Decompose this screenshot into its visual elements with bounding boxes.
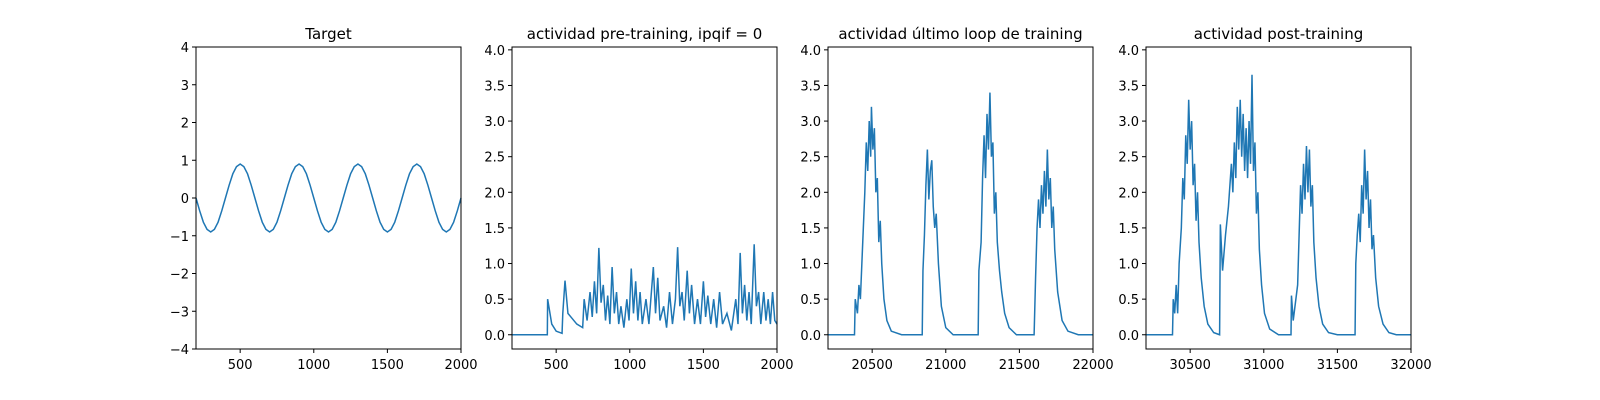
y-tick-label: 2.0 bbox=[800, 186, 821, 201]
y-tick-label: −3 bbox=[170, 305, 189, 320]
y-tick-label: 4.0 bbox=[800, 44, 821, 59]
y-tick-label: −2 bbox=[170, 268, 189, 283]
y-tick-label: 3.0 bbox=[484, 115, 505, 130]
y-tick-label: 4.0 bbox=[484, 44, 505, 59]
y-tick-label: 2.5 bbox=[1118, 151, 1139, 166]
axes-frame bbox=[511, 46, 778, 350]
y-tick-label: 1.0 bbox=[1118, 258, 1139, 273]
y-tick-label: 2.0 bbox=[484, 186, 505, 201]
y-tick-label: 1.5 bbox=[800, 222, 821, 237]
x-tick-label: 21000 bbox=[925, 358, 966, 373]
y-tick-label: 0.0 bbox=[484, 329, 505, 344]
y-tick-label: 2 bbox=[181, 117, 189, 132]
y-tick-label: 4 bbox=[181, 41, 189, 56]
x-tick-label: 2000 bbox=[444, 358, 477, 373]
y-tick-label: −1 bbox=[170, 230, 189, 245]
y-tick-label: 0.0 bbox=[1118, 329, 1139, 344]
y-tick-label: 1.5 bbox=[484, 222, 505, 237]
y-tick-label: 2.5 bbox=[484, 151, 505, 166]
chart-title: actividad pre-training, ipqif = 0 bbox=[527, 25, 763, 43]
x-tick-label: 1500 bbox=[687, 358, 720, 373]
x-tick-label: 20500 bbox=[851, 358, 892, 373]
y-tick-label: 1.0 bbox=[800, 258, 821, 273]
line bbox=[1146, 74, 1411, 336]
x-tick-label: 500 bbox=[544, 358, 569, 373]
chart-title: actividad último loop de training bbox=[838, 25, 1082, 43]
axes-frame bbox=[1145, 46, 1412, 350]
y-tick-label: 0.0 bbox=[800, 329, 821, 344]
line bbox=[828, 92, 1093, 336]
y-tick-label: 3.5 bbox=[484, 79, 505, 94]
y-tick-label: 3.5 bbox=[1118, 79, 1139, 94]
y-tick-label: 2.0 bbox=[1118, 186, 1139, 201]
axes-frame bbox=[195, 46, 462, 350]
line bbox=[195, 163, 462, 233]
x-tick-label: 1000 bbox=[297, 358, 330, 373]
x-tick-label: 22000 bbox=[1072, 358, 1113, 373]
y-tick-label: 0.5 bbox=[1118, 293, 1139, 308]
axes-frame bbox=[827, 46, 1094, 350]
x-tick-label: 32000 bbox=[1390, 358, 1431, 373]
y-tick-label: 0.5 bbox=[484, 293, 505, 308]
chart-title: Target bbox=[304, 25, 352, 43]
x-tick-label: 21500 bbox=[999, 358, 1040, 373]
y-tick-label: −4 bbox=[170, 343, 189, 358]
chart-title: actividad post-training bbox=[1194, 25, 1363, 43]
y-tick-label: 3.0 bbox=[800, 115, 821, 130]
x-tick-label: 30500 bbox=[1169, 358, 1210, 373]
y-tick-label: 1.5 bbox=[1118, 222, 1139, 237]
x-tick-label: 31500 bbox=[1317, 358, 1358, 373]
x-tick-label: 31000 bbox=[1243, 358, 1284, 373]
y-tick-label: 0.5 bbox=[800, 293, 821, 308]
y-tick-label: 3 bbox=[181, 79, 189, 94]
x-tick-label: 2000 bbox=[760, 358, 793, 373]
y-tick-label: 0 bbox=[181, 192, 189, 207]
y-tick-label: 3.5 bbox=[800, 79, 821, 94]
y-tick-label: 2.5 bbox=[800, 151, 821, 166]
y-tick-label: 1.0 bbox=[484, 258, 505, 273]
x-tick-label: 500 bbox=[228, 358, 253, 373]
line bbox=[512, 244, 778, 336]
y-tick-label: 3.0 bbox=[1118, 115, 1139, 130]
y-tick-label: 4.0 bbox=[1118, 44, 1139, 59]
x-tick-label: 1500 bbox=[371, 358, 404, 373]
x-tick-label: 1000 bbox=[613, 358, 646, 373]
y-tick-label: 1 bbox=[181, 154, 189, 169]
